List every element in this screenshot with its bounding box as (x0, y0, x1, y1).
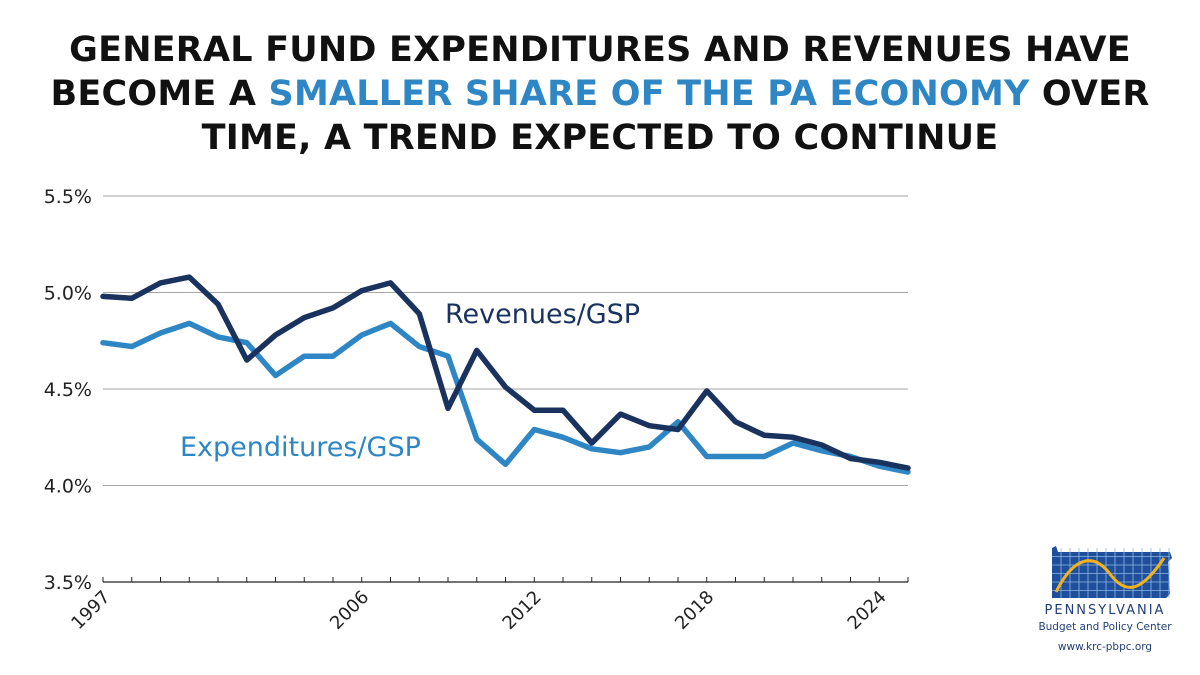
logo-subtitle: Budget and Policy Center (1038, 621, 1172, 633)
y-tick-label: 5.0% (44, 283, 92, 305)
y-tick-label: 3.5% (44, 572, 92, 594)
logo-curve (1054, 557, 1166, 593)
expenditures-annotation: Expenditures/GSP (180, 432, 421, 463)
y-axis-tick-labels: 3.5% 4.0% 4.5% 5.0% 5.5% (44, 186, 92, 594)
logo-name: PENNSYLVANIA (1044, 603, 1166, 618)
title-part-1: General Fund Expenditures and Revenues H… (50, 30, 1131, 114)
series-lines (100, 274, 911, 475)
y-tick-label: 5.5% (44, 186, 92, 208)
x-tick-label: 2024 (844, 587, 891, 634)
title-part-2: Over Time, a Trend Expected to Continue (201, 74, 1150, 158)
x-tick-label: 2006 (326, 587, 373, 634)
revenues-line (100, 274, 911, 471)
x-axis-tick-labels: 1997 2006 2012 2018 2024 (67, 587, 890, 634)
chart-title: General Fund Expenditures and Revenues H… (20, 28, 1180, 160)
x-tick-label: 2012 (499, 587, 546, 634)
y-tick-label: 4.5% (44, 379, 92, 401)
title-highlight: Smaller Share of the PA Economy (268, 74, 1030, 114)
logo-url: www.krc-pbpc.org (1057, 641, 1153, 653)
x-tick-label: 2018 (671, 587, 718, 634)
revenues-annotation: Revenues/GSP (445, 299, 640, 330)
pennsylvania-map-logo (1052, 546, 1172, 598)
y-tick-label: 4.0% (44, 476, 92, 498)
x-axis (102, 577, 909, 583)
